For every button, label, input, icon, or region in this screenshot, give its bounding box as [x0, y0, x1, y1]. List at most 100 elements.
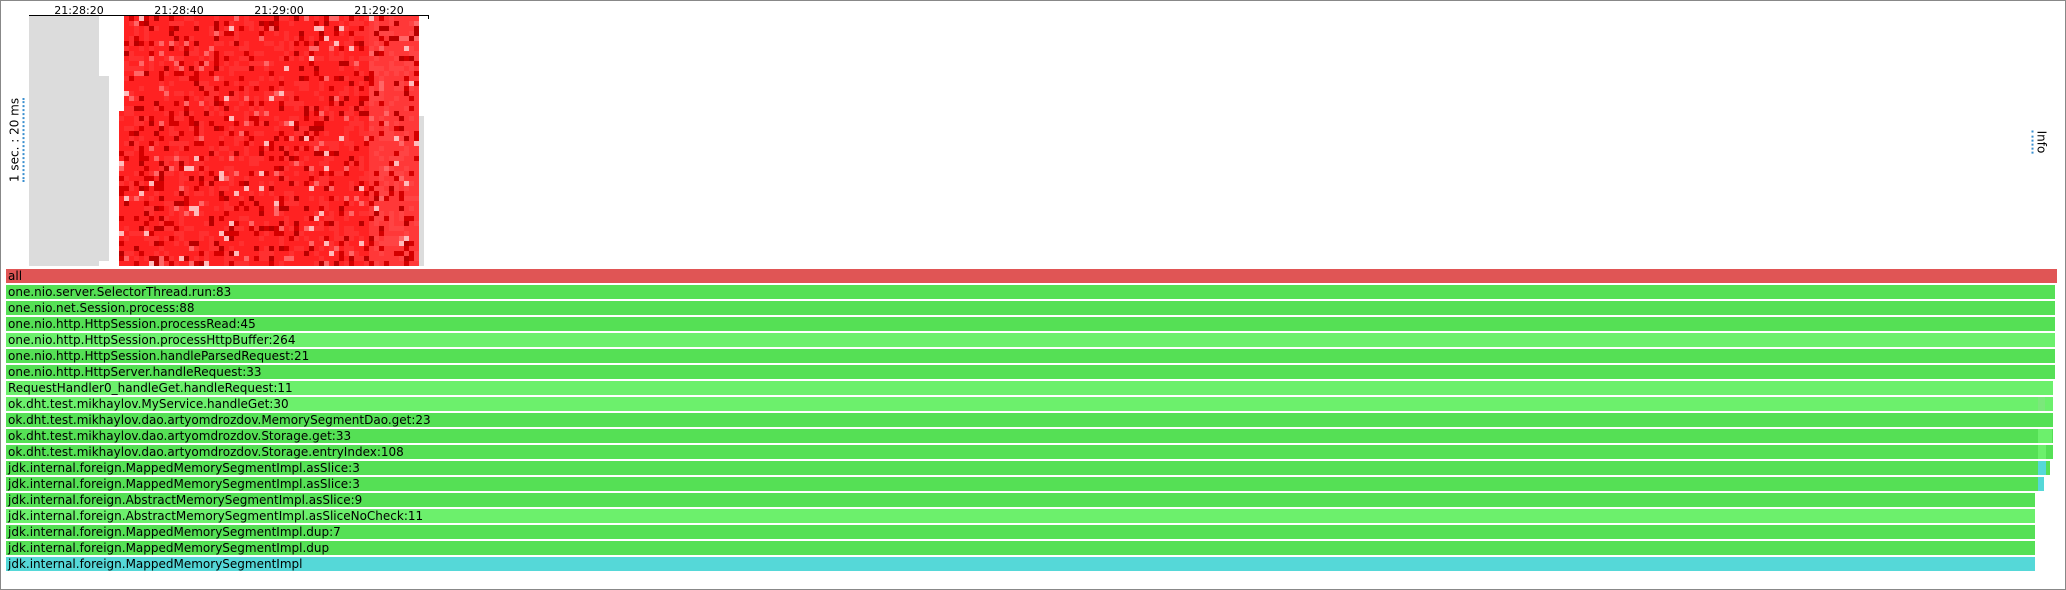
heatmap-cell[interactable] [349, 181, 354, 186]
heatmap-column[interactable] [319, 16, 324, 266]
heatmap-cell[interactable] [304, 111, 309, 116]
heatmap-cell[interactable] [254, 231, 259, 236]
heatmap-cell[interactable] [134, 146, 139, 151]
heatmap-cell[interactable] [129, 196, 134, 201]
heatmap-column[interactable] [329, 16, 334, 266]
heatmap-cell[interactable] [144, 166, 149, 171]
heatmap-cell[interactable] [324, 36, 329, 41]
heatmap-cell[interactable] [304, 86, 309, 91]
heatmap-cell[interactable] [174, 166, 179, 171]
heatmap-cell[interactable] [394, 176, 399, 181]
heatmap-cell[interactable] [234, 16, 239, 21]
heatmap-cell[interactable] [194, 61, 199, 66]
heatmap-cell[interactable] [164, 161, 169, 166]
heatmap-cell[interactable] [279, 221, 284, 226]
heatmap-cell[interactable] [269, 191, 274, 196]
heatmap-cell[interactable] [174, 21, 179, 26]
heatmap-cell[interactable] [369, 126, 374, 131]
heatmap-cell[interactable] [344, 166, 349, 171]
heatmap-cell[interactable] [144, 176, 149, 181]
heatmap-cell[interactable] [324, 76, 329, 81]
heatmap-cell[interactable] [339, 171, 344, 176]
heatmap-cell[interactable] [229, 236, 234, 241]
heatmap-cell[interactable] [164, 146, 169, 151]
heatmap-cell[interactable] [189, 91, 194, 96]
heatmap-cell[interactable] [414, 256, 419, 261]
heatmap-cell[interactable] [304, 126, 309, 131]
heatmap-cell[interactable] [294, 231, 299, 236]
heatmap-cell[interactable] [324, 201, 329, 206]
heatmap-cell[interactable] [184, 146, 189, 151]
heatmap-cell[interactable] [284, 151, 289, 156]
heatmap-cell[interactable] [164, 91, 169, 96]
heatmap-cell[interactable] [274, 226, 279, 231]
heatmap-cell[interactable] [404, 221, 409, 226]
heatmap-column[interactable] [409, 16, 414, 266]
heatmap-cell[interactable] [119, 216, 124, 221]
heatmap-cell[interactable] [129, 56, 134, 61]
heatmap-cell[interactable] [269, 61, 274, 66]
heatmap-cell[interactable] [229, 91, 234, 96]
heatmap-cell[interactable] [194, 126, 199, 131]
heatmap-column[interactable] [189, 16, 194, 266]
heatmap-cell[interactable] [359, 186, 364, 191]
heatmap-cell[interactable] [244, 146, 249, 151]
heatmap-cell[interactable] [209, 121, 214, 126]
heatmap-cell[interactable] [349, 156, 354, 161]
heatmap-cell[interactable] [359, 31, 364, 36]
heatmap-cell[interactable] [334, 56, 339, 61]
heatmap-cell[interactable] [379, 156, 384, 161]
heatmap-cell[interactable] [384, 166, 389, 171]
flame-frame-small[interactable] [2038, 413, 2052, 427]
heatmap-cell[interactable] [404, 146, 409, 151]
heatmap-cell[interactable] [219, 171, 224, 176]
heatmap-cell[interactable] [409, 46, 414, 51]
heatmap-cell[interactable] [164, 171, 169, 176]
heatmap-cell[interactable] [349, 211, 354, 216]
heatmap-cell[interactable] [194, 261, 199, 266]
heatmap-cell[interactable] [159, 86, 164, 91]
heatmap-cell[interactable] [399, 256, 404, 261]
heatmap-cell[interactable] [179, 46, 184, 51]
heatmap-cell[interactable] [149, 51, 154, 56]
heatmap-cell[interactable] [364, 246, 369, 251]
heatmap-cell[interactable] [134, 71, 139, 76]
heatmap-cell[interactable] [174, 206, 179, 211]
heatmap-cell[interactable] [384, 261, 389, 266]
heatmap-column[interactable] [49, 16, 54, 266]
heatmap-cell[interactable] [184, 141, 189, 146]
heatmap-cell[interactable] [159, 126, 164, 131]
heatmap-cell[interactable] [269, 156, 274, 161]
heatmap-cell[interactable] [349, 21, 354, 26]
heatmap-cell[interactable] [394, 96, 399, 101]
heatmap-cell[interactable] [174, 91, 179, 96]
heatmap-cell[interactable] [244, 256, 249, 261]
heatmap-cell[interactable] [279, 231, 284, 236]
heatmap-cell[interactable] [154, 106, 159, 111]
heatmap-cell[interactable] [329, 56, 334, 61]
heatmap-cell[interactable] [414, 61, 419, 66]
heatmap-cell[interactable] [134, 261, 139, 266]
heatmap-cell[interactable] [319, 151, 324, 156]
heatmap-cell[interactable] [314, 26, 319, 31]
heatmap-cell[interactable] [319, 56, 324, 61]
heatmap-cell[interactable] [359, 71, 364, 76]
heatmap-cell[interactable] [389, 31, 394, 36]
heatmap-cell[interactable] [119, 186, 124, 191]
heatmap-cell[interactable] [294, 221, 299, 226]
heatmap-cell[interactable] [214, 101, 219, 106]
heatmap-cell[interactable] [169, 26, 174, 31]
heatmap-cell[interactable] [184, 201, 189, 206]
heatmap-cell[interactable] [349, 126, 354, 131]
heatmap-cell[interactable] [239, 56, 244, 61]
heatmap-cell[interactable] [259, 236, 264, 241]
heatmap-cell[interactable] [394, 81, 399, 86]
heatmap-cell[interactable] [179, 66, 184, 71]
heatmap-cell[interactable] [329, 96, 334, 101]
heatmap-cell[interactable] [409, 196, 414, 201]
heatmap-cell[interactable] [174, 131, 179, 136]
heatmap-column[interactable] [364, 16, 369, 266]
heatmap-cell[interactable] [349, 146, 354, 151]
heatmap-cell[interactable] [139, 231, 144, 236]
heatmap-cell[interactable] [324, 131, 329, 136]
